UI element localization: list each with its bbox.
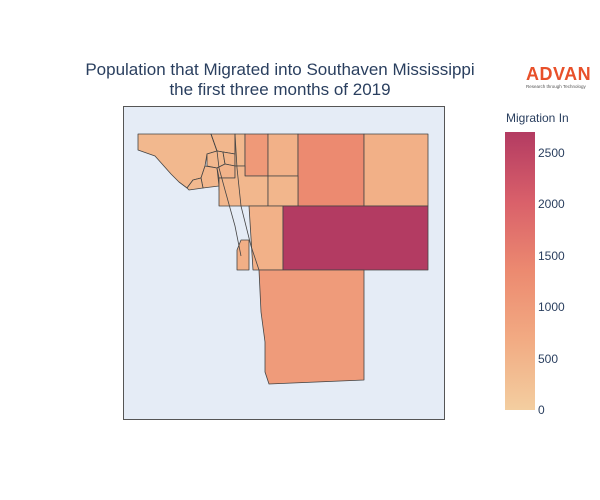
map-region <box>200 165 220 189</box>
map-region <box>282 205 429 271</box>
colorbar-gradient <box>505 132 535 410</box>
map-region <box>186 177 204 191</box>
chart-title-line-2: the first three months of 2019 <box>169 80 391 99</box>
colorbar-tick-label: 2500 <box>538 145 565 160</box>
map-region <box>258 269 365 385</box>
map-region <box>248 205 284 271</box>
colorbar-tick-label: 1500 <box>538 248 565 263</box>
choropleth-map <box>123 106 445 420</box>
colorbar-tick-label: 2000 <box>538 197 565 212</box>
colorbar-ticks: 0 500 1000 1500 2000 2500 <box>538 132 578 416</box>
map-region <box>363 133 429 207</box>
logo-tagline: Research through Technology <box>526 84 586 89</box>
colorbar-title: Migration In <box>506 111 569 125</box>
advan-logo: ADVAN Research through Technology <box>526 64 592 90</box>
map-region <box>244 133 269 177</box>
boundary-line <box>210 133 242 257</box>
chart-title: Population that Migrated into Southaven … <box>0 60 560 100</box>
colorbar-tick-label: 0 <box>538 403 545 417</box>
map-region <box>236 239 250 271</box>
map-region <box>267 133 299 177</box>
map-region <box>297 133 365 207</box>
map-area <box>123 106 445 420</box>
colorbar <box>505 132 535 410</box>
map-region <box>218 165 269 207</box>
boundary-line <box>234 133 260 271</box>
colorbar-tick-label: 1000 <box>538 300 565 315</box>
colorbar-tick-label: 500 <box>538 351 559 366</box>
map-region <box>267 175 299 207</box>
logo-wordmark: ADVAN <box>526 64 592 84</box>
chart-title-line-1: Population that Migrated into Southaven … <box>85 60 475 79</box>
